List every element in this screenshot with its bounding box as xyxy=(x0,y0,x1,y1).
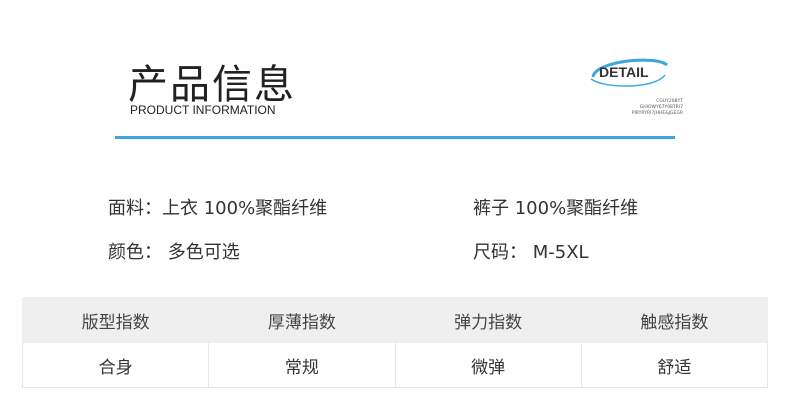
color-info: 颜色： 多色可选 xyxy=(108,242,240,263)
detail-logo: DETAIL CGUY208YT GHIOWY67Y08TRI7 PIRYRYR… xyxy=(590,58,683,116)
value-cell: 常规 xyxy=(208,342,396,388)
table-row: 合身 常规 微弹 舒适 xyxy=(21,342,769,388)
svg-text:CGUY208YT: CGUY208YT xyxy=(656,98,683,104)
value-cell: 舒适 xyxy=(580,342,769,388)
fabric-info: 面料：上衣 100%聚酯纤维 xyxy=(108,198,328,219)
index-table: 版型指数 厚薄指数 弹力指数 触感指数 合身 常规 微弹 舒适 xyxy=(21,297,769,388)
svg-text:GHIOWY67Y08TRI7: GHIOWY67Y08TRI7 xyxy=(640,104,683,110)
svg-text:PIRYRYRI7JHHE&JGEGR: PIRYRYRI7JHHE&JGEGR xyxy=(632,110,683,116)
divider xyxy=(115,136,675,139)
svg-text:DETAIL: DETAIL xyxy=(599,64,649,80)
header-cell: 弹力指数 xyxy=(394,297,582,343)
page-title: 产品信息 xyxy=(128,62,296,108)
page-subtitle: PRODUCT INFORMATION xyxy=(130,103,276,117)
pants-info: 裤子 100%聚酯纤维 xyxy=(473,198,639,219)
value-cell: 微弹 xyxy=(394,342,582,388)
header-cell: 触感指数 xyxy=(580,297,769,343)
table-header-row: 版型指数 厚薄指数 弹力指数 触感指数 xyxy=(21,297,769,343)
header-cell: 厚薄指数 xyxy=(208,297,396,343)
header-cell: 版型指数 xyxy=(21,297,210,343)
value-cell: 合身 xyxy=(21,342,210,388)
size-info: 尺码： M-5XL xyxy=(473,242,589,263)
